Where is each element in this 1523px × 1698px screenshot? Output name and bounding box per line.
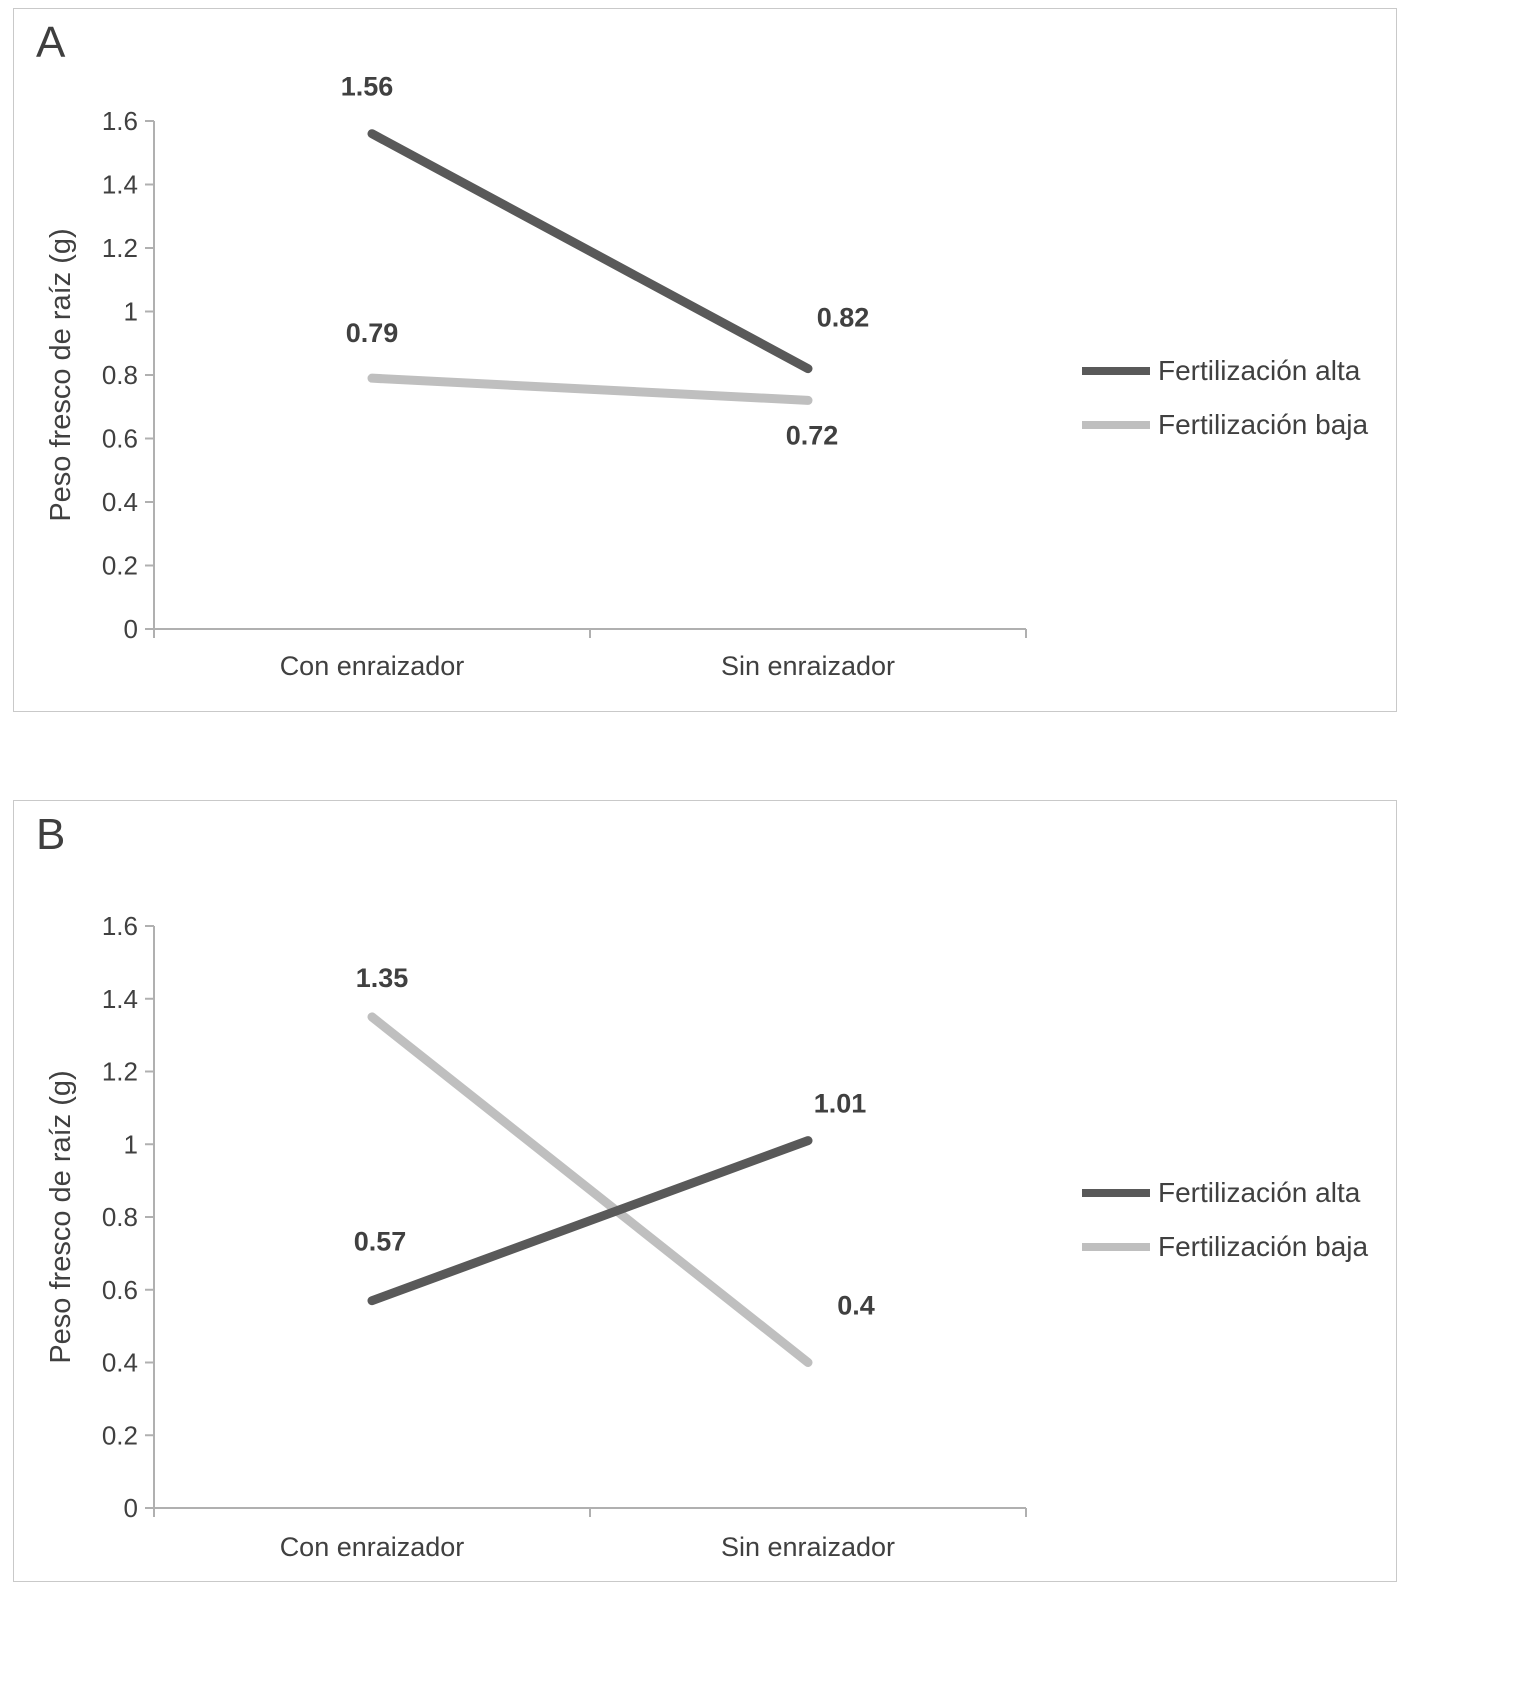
legend-b: Fertilización alta Fertilización baja	[1082, 1177, 1368, 1263]
y-tick-label: 1.4	[102, 984, 138, 1014]
y-tick-label: 0.4	[102, 487, 138, 517]
legend-a: Fertilización alta Fertilización baja	[1082, 355, 1368, 441]
y-tick-label: 0.8	[102, 1202, 138, 1232]
legend-item-fertilizacion-baja: Fertilización baja	[1082, 409, 1368, 441]
y-tick-label: 1	[124, 297, 138, 327]
y-tick-label: 0.6	[102, 1275, 138, 1305]
legend-label-fertilizacion-baja: Fertilización baja	[1158, 1231, 1369, 1262]
y-axis-title: Peso fresco de raíz (g)	[45, 228, 77, 521]
legend-item-fertilizacion-alta: Fertilización alta	[1082, 355, 1368, 387]
data-label: 0.57	[354, 1227, 407, 1257]
data-label: 1.35	[356, 963, 409, 993]
x-category-label: Con enraizador	[280, 1532, 465, 1562]
panel-b: B 0 0.2 0.4 0.6 0.8 1 1.2 1.4 1.6 Con enraizador S…	[13, 800, 1397, 1582]
panel-a-label: A	[36, 18, 66, 67]
legend-label-fertilizacion-alta: Fertilización alta	[1158, 1177, 1361, 1208]
y-tick-label: 1.6	[102, 911, 138, 941]
legend-line-baja-icon	[1082, 421, 1150, 429]
series-line	[367, 373, 813, 405]
data-label: 1.01	[814, 1089, 867, 1119]
interaction-plot-a: 0 0.2 0.4 0.6 0.8 1 1.2 1.4 1.6 Con enraizador Sin…	[45, 72, 1027, 681]
data-label: 0.72	[786, 420, 839, 450]
y-tick-label: 0	[124, 614, 138, 644]
data-label: 0.82	[817, 303, 870, 333]
y-tick-label: 1.2	[102, 1057, 138, 1087]
interaction-plot-b: 0 0.2 0.4 0.6 0.8 1 1.2 1.4 1.6 Con enraizador Sin…	[45, 911, 1027, 1562]
legend-label-fertilizacion-baja: Fertilización baja	[1158, 409, 1369, 440]
y-tick-label: 0.4	[102, 1348, 138, 1378]
series-line	[367, 1136, 813, 1306]
legend-line-alta-icon	[1082, 1189, 1150, 1197]
legend-label-fertilizacion-alta: Fertilización alta	[1158, 355, 1361, 386]
x-category-label: Con enraizador	[280, 651, 465, 681]
page: A 0 0.2 0.4 0.6 0.8 1 1.2 1.4 1.6 Con enraizador S…	[13, 8, 1397, 1582]
panel-a: A 0 0.2 0.4 0.6 0.8 1 1.2 1.4 1.6 Con enraizador S…	[13, 8, 1397, 712]
x-category-label: Sin enraizador	[721, 651, 895, 681]
series-line	[367, 129, 813, 374]
y-axis-title: Peso fresco de raíz (g)	[45, 1070, 77, 1363]
x-category-label: Sin enraizador	[721, 1532, 895, 1562]
panel-b-label: B	[36, 810, 66, 859]
legend-item-fertilizacion-alta: Fertilización alta	[1082, 1177, 1368, 1209]
y-tick-label: 1.6	[102, 106, 138, 136]
legend-line-baja-icon	[1082, 1243, 1150, 1251]
y-tick-label: 1.4	[102, 170, 138, 200]
legend-line-alta-icon	[1082, 367, 1150, 375]
series-line	[367, 1012, 813, 1367]
y-tick-label: 0.6	[102, 424, 138, 454]
y-tick-label: 0	[124, 1493, 138, 1523]
y-tick-label: 1.2	[102, 233, 138, 263]
data-label: 0.79	[346, 318, 399, 348]
y-tick-label: 0.2	[102, 1420, 138, 1450]
y-tick-label: 0.2	[102, 551, 138, 581]
data-label: 1.56	[341, 72, 394, 102]
y-tick-label: 0.8	[102, 360, 138, 390]
data-label: 0.4	[837, 1291, 875, 1321]
legend-item-fertilizacion-baja: Fertilización baja	[1082, 1231, 1368, 1263]
y-tick-label: 1	[124, 1129, 138, 1159]
